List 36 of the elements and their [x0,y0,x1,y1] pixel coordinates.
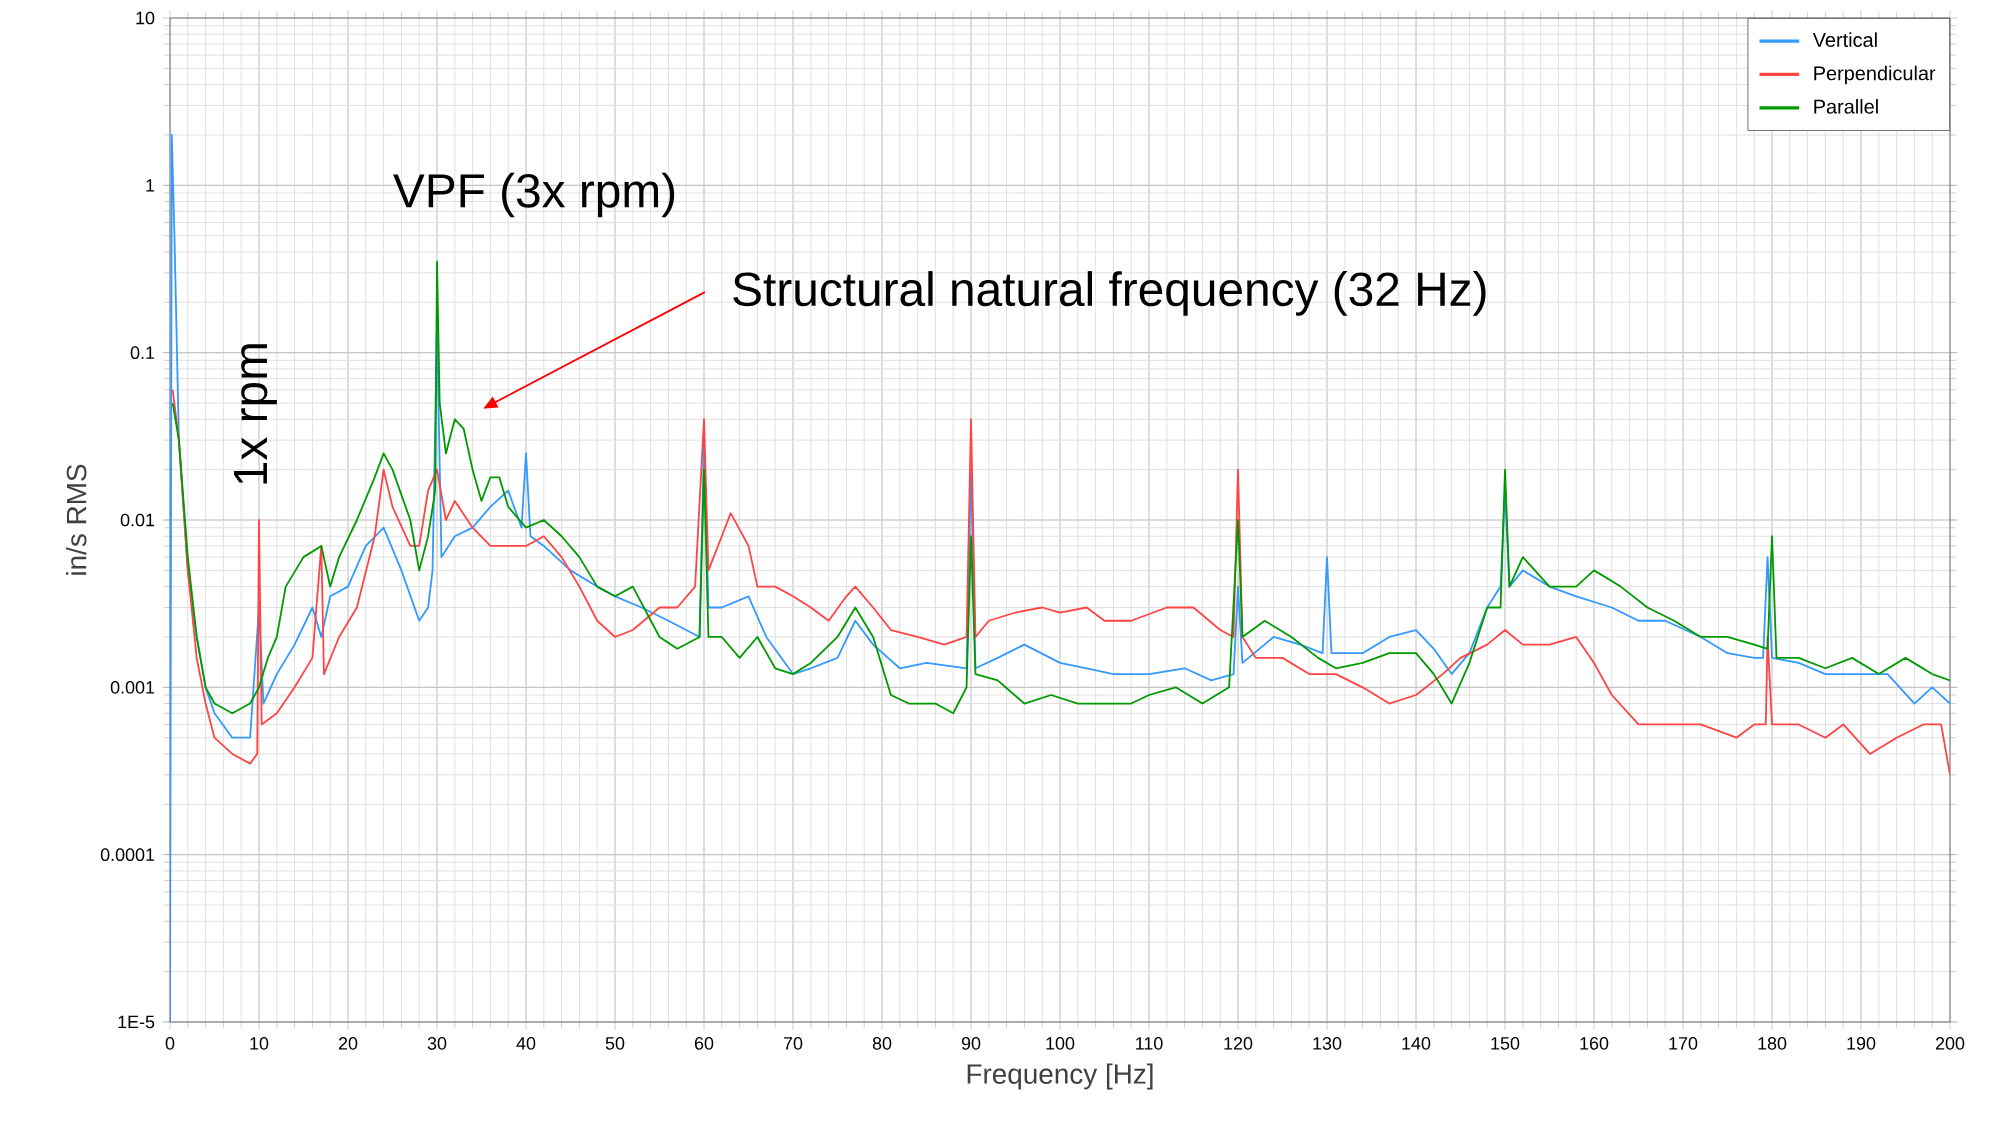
x-tick-label: 50 [605,1037,625,1050]
x-tick-label: 110 [1136,1037,1163,1050]
y-tick-label: 0.0001 [100,848,155,862]
y-tick-label: 0.1 [130,346,155,360]
legend-label: Parallel [1814,99,1878,114]
x-tick-label: 130 [1313,1037,1342,1050]
x-tick-label: 180 [1758,1037,1787,1050]
annotation: 1x rpm [234,344,277,484]
y-tick-label: 0.01 [120,513,155,527]
x-tick-label: 80 [872,1037,892,1050]
y-tick-label: 0.001 [110,680,155,694]
y-axis-title: in/s RMS [65,464,87,575]
x-axis-title: Frequency [Hz] [967,1063,1153,1090]
x-tick-label: 100 [1046,1037,1075,1050]
x-tick-label: 20 [338,1037,358,1050]
x-tick-label: 190 [1847,1037,1876,1050]
x-tick-label: 90 [961,1037,981,1050]
x-tick-label: 200 [1935,1037,1965,1050]
x-tick-label: 40 [516,1037,536,1050]
annotation: VPF (3x rpm) [393,172,675,218]
legend-label: Perpendicular [1814,65,1936,85]
x-tick-label: 150 [1491,1037,1520,1050]
x-tick-label: 30 [427,1037,447,1050]
y-tick-label: 10 [136,11,155,25]
x-tick-label: 170 [1669,1037,1698,1050]
x-tick-label: 120 [1224,1037,1253,1050]
x-tick-label: 140 [1402,1037,1431,1050]
annotation: Structural natural frequency (32 Hz) [733,271,1486,316]
legend-label: Vertical [1812,32,1877,47]
x-tick-label: 70 [783,1037,803,1050]
y-tick-label: 1 [146,179,155,192]
x-tick-label: 60 [694,1037,714,1050]
y-tick-label: 1E-5 [118,1015,155,1029]
x-tick-label: 0 [165,1037,175,1050]
x-tick-label: 160 [1580,1037,1609,1050]
x-tick-label: 10 [250,1037,269,1050]
